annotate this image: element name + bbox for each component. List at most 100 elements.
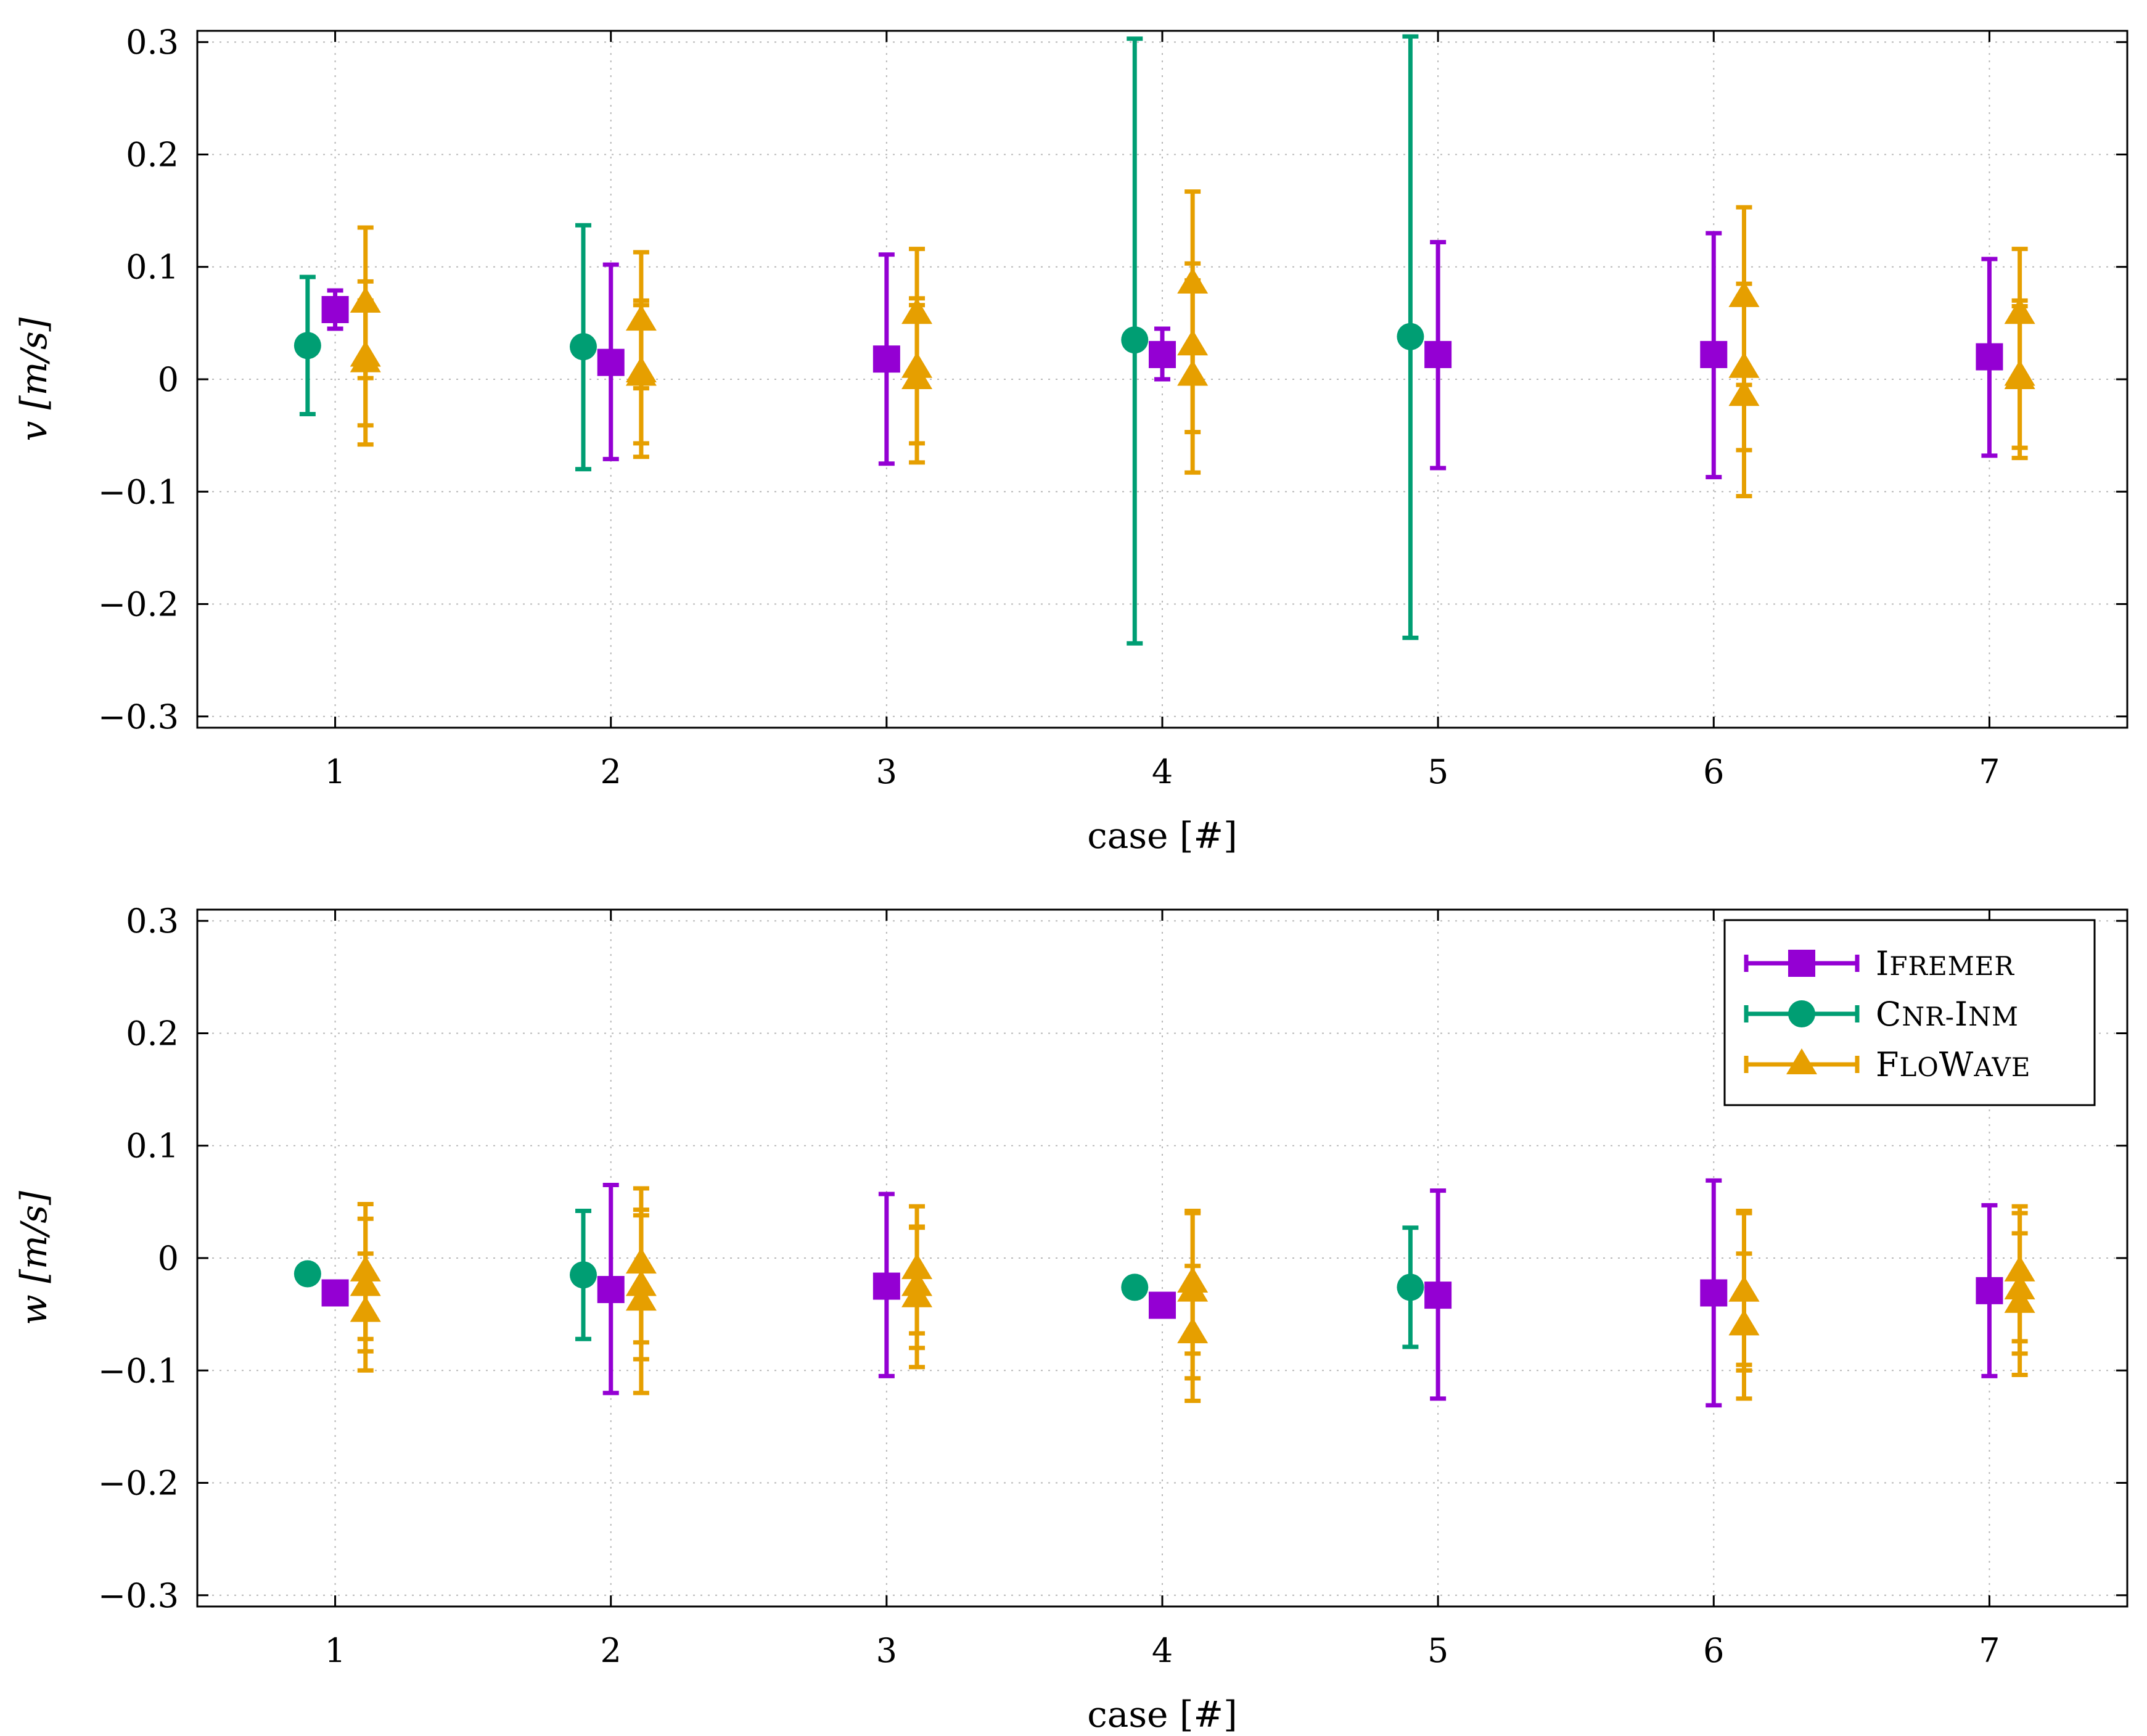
series-ifremer (321, 231, 2003, 480)
x-tick-label: 2 (601, 752, 622, 791)
flowave-marker (625, 1285, 657, 1311)
ifremer-marker (597, 348, 625, 376)
ifremer-marker (872, 1272, 900, 1300)
x-tick-label: 3 (876, 1631, 897, 1670)
flowave-marker (350, 346, 381, 372)
flowave-marker (350, 1255, 381, 1281)
legend-item-ifremer: IFREMER (1744, 944, 2014, 983)
y-axis-variable: w (13, 1283, 55, 1325)
cnr-inm-marker (570, 1261, 597, 1289)
y-tick-label: −0.2 (98, 1464, 179, 1503)
ifremer-marker (1149, 1291, 1176, 1319)
ifremer-marker (1976, 1277, 2003, 1304)
ifremer-marker (321, 1279, 349, 1307)
flowave-marker (901, 1270, 933, 1296)
ifremer-marker (597, 1276, 625, 1304)
flowave-marker (2004, 1255, 2035, 1281)
y-axis-variable: v (13, 409, 55, 441)
y-tick-label: 0.1 (126, 248, 179, 287)
y-axis-title: v [m/s] (13, 317, 55, 441)
x-tick-label: 4 (1152, 752, 1173, 791)
y-axis-unit: [m/s] (13, 317, 55, 409)
y-tick-label: −0.3 (98, 697, 179, 736)
flowave-marker (1728, 281, 1760, 307)
y-axis-unit: [m/s] (13, 1191, 55, 1283)
x-tick-label: 1 (324, 1631, 345, 1670)
y-tick-label: −0.1 (98, 1351, 179, 1390)
x-tick-label: 6 (1703, 1631, 1724, 1670)
flowave-marker (1728, 352, 1760, 378)
ifremer-marker (1700, 1279, 1728, 1307)
y-tick-label: −0.3 (98, 1576, 179, 1615)
legend-marker (1788, 950, 1815, 977)
cnr-inm-marker (294, 1260, 321, 1288)
cnr-inm-marker (1121, 326, 1149, 354)
legend-label: CNR-INM (1876, 995, 2019, 1034)
flowave-marker (1728, 1309, 1760, 1336)
flowave-marker (1177, 360, 1209, 386)
flowave-marker (2004, 363, 2035, 389)
x-tick-label: 5 (1427, 1631, 1448, 1670)
cnr-inm-marker (1397, 1273, 1424, 1301)
y-tick-label: 0.1 (126, 1127, 179, 1166)
flowave-marker (1177, 1317, 1209, 1344)
legend-item-flowave: FLOWAVE (1744, 1045, 2031, 1084)
bottom-panel-w: 0.3 0.2 0.1 0 −0.1 −0.2 −0.3 1 2 3 4 5 6 7 case [#] w [… (13, 902, 2129, 1735)
flowave-marker (2004, 298, 2035, 324)
ifremer-marker (1700, 340, 1728, 368)
x-tick-label: 7 (1979, 1631, 2000, 1670)
y-tick-label: 0.2 (126, 135, 179, 174)
y-tick-label: 0.2 (126, 1014, 179, 1053)
ifremer-marker (1149, 340, 1176, 368)
flowave-marker (625, 305, 657, 331)
flowave-marker (901, 363, 933, 389)
x-tick-label: 1 (324, 752, 345, 791)
y-tick-label: 0 (158, 1239, 179, 1278)
flowave-marker (350, 1270, 381, 1296)
series-flowave (350, 1186, 2035, 1403)
cnr-inm-marker (1397, 323, 1424, 350)
legend-label: IFREMER (1876, 944, 2014, 983)
legend-marker (1786, 1048, 1817, 1074)
cnr-inm-marker (294, 332, 321, 360)
flowave-marker (1177, 329, 1209, 356)
cnr-inm-marker (570, 333, 597, 361)
y-tick-label: 0.3 (126, 23, 179, 62)
y-tick-label: 0.3 (126, 902, 179, 940)
x-tick-label: 2 (601, 1631, 622, 1670)
flowave-marker (1177, 268, 1209, 294)
flowave-marker (2004, 1286, 2035, 1313)
y-tick-label: −0.1 (98, 472, 179, 511)
top-panel-v: 0.3 0.2 0.1 0 −0.1 −0.2 −0.3 1 2 3 4 5 6 7 case [#] v [… (13, 23, 2129, 857)
ifremer-marker (1424, 340, 1452, 368)
ifremer-marker (321, 296, 349, 323)
series-flowave (350, 189, 2035, 499)
series-cnr-inm (294, 34, 1424, 646)
flowave-marker (625, 1248, 657, 1274)
x-tick-label: 5 (1427, 752, 1448, 791)
flowave-marker (350, 287, 381, 313)
x-axis-title: case [#] (1087, 1693, 1237, 1735)
legend: IFREMER CNR-INM FLOWAVE (1723, 919, 2096, 1106)
flowave-marker (1177, 1275, 1209, 1302)
flowave-marker (625, 1270, 657, 1296)
legend-label: FLOWAVE (1876, 1045, 2031, 1084)
series-cnr-inm (294, 1208, 1424, 1349)
flowave-marker (1728, 380, 1760, 406)
cnr-inm-marker (1121, 1273, 1149, 1301)
ifremer-marker (1424, 1281, 1452, 1309)
legend-item-cnr-inm: CNR-INM (1744, 995, 2019, 1034)
series-ifremer (321, 1178, 2003, 1408)
flowave-marker (2004, 1273, 2035, 1299)
y-tick-label: 0 (158, 360, 179, 399)
x-tick-label: 6 (1703, 752, 1724, 791)
flowave-marker (901, 298, 933, 324)
flowave-marker (901, 1253, 933, 1280)
y-tick-label: −0.2 (98, 585, 179, 624)
ifremer-marker (1976, 343, 2003, 371)
x-axis-title: case [#] (1087, 815, 1237, 857)
x-tick-label: 4 (1152, 1631, 1173, 1670)
x-tick-label: 3 (876, 752, 897, 791)
ifremer-marker (872, 345, 900, 373)
